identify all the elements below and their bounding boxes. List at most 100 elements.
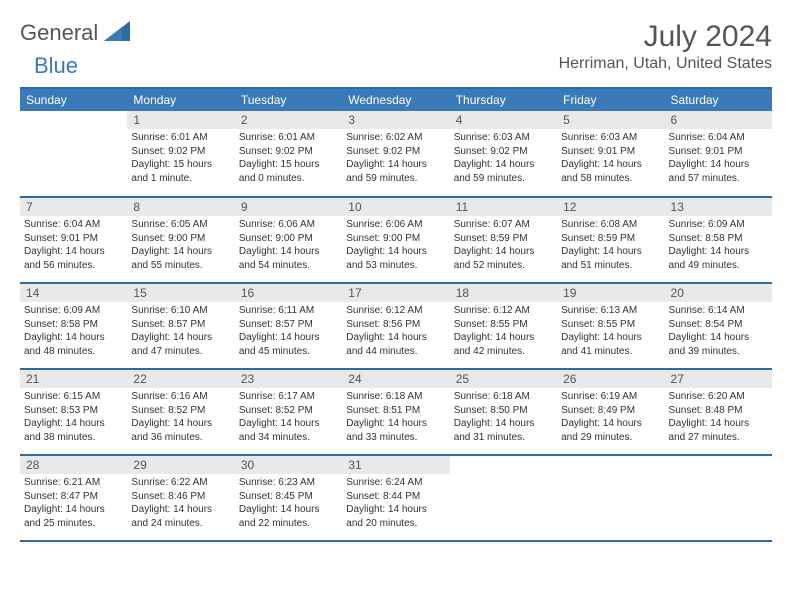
daylight-text: Daylight: 15 hours and 1 minute.	[131, 158, 230, 185]
sunset-text: Sunset: 8:59 PM	[454, 232, 553, 246]
sunrise-text: Sunrise: 6:21 AM	[24, 476, 123, 490]
day-cell: 4 Sunrise: 6:03 AMSunset: 9:02 PMDaylight…	[450, 111, 557, 197]
daylight-text: Daylight: 14 hours and 54 minutes.	[239, 245, 338, 272]
daylight-text: Daylight: 14 hours and 48 minutes.	[24, 331, 123, 358]
daylight-text: Daylight: 14 hours and 59 minutes.	[454, 158, 553, 185]
daylight-text: Daylight: 14 hours and 31 minutes.	[454, 417, 553, 444]
day-body: Sunrise: 6:12 AMSunset: 8:55 PMDaylight:…	[450, 302, 557, 360]
sunset-text: Sunset: 9:02 PM	[239, 145, 338, 159]
daylight-text: Daylight: 14 hours and 44 minutes.	[346, 331, 445, 358]
calendar-week-row: 21Sunrise: 6:15 AMSunset: 8:53 PMDayligh…	[20, 369, 772, 455]
day-cell: 24Sunrise: 6:18 AMSunset: 8:51 PMDayligh…	[342, 369, 449, 455]
day-body: Sunrise: 6:10 AMSunset: 8:57 PMDaylight:…	[127, 302, 234, 360]
day-cell: 7Sunrise: 6:04 AMSunset: 9:01 PMDaylight…	[20, 197, 127, 283]
day-number: 12	[557, 198, 664, 216]
calendar-week-row: 7Sunrise: 6:04 AMSunset: 9:01 PMDaylight…	[20, 197, 772, 283]
day-number: 8	[127, 198, 234, 216]
sunset-text: Sunset: 8:52 PM	[131, 404, 230, 418]
day-body: Sunrise: 6:04 AMSunset: 9:01 PMDaylight:…	[665, 129, 772, 187]
sunrise-text: Sunrise: 6:06 AM	[239, 218, 338, 232]
daylight-text: Daylight: 14 hours and 24 minutes.	[131, 503, 230, 530]
sunset-text: Sunset: 8:56 PM	[346, 318, 445, 332]
daylight-text: Daylight: 14 hours and 57 minutes.	[669, 158, 768, 185]
calendar-week-row: 28Sunrise: 6:21 AMSunset: 8:47 PMDayligh…	[20, 455, 772, 541]
calendar-table: SundayMondayTuesdayWednesdayThursdayFrid…	[20, 87, 772, 542]
sunrise-text: Sunrise: 6:10 AM	[131, 304, 230, 318]
day-body: Sunrise: 6:06 AMSunset: 9:00 PMDaylight:…	[342, 216, 449, 274]
sunrise-text: Sunrise: 6:20 AM	[669, 390, 768, 404]
day-body: Sunrise: 6:18 AMSunset: 8:50 PMDaylight:…	[450, 388, 557, 446]
day-cell: 20Sunrise: 6:14 AMSunset: 8:54 PMDayligh…	[665, 283, 772, 369]
day-number: 18	[450, 284, 557, 302]
sunrise-text: Sunrise: 6:18 AM	[454, 390, 553, 404]
sunrise-text: Sunrise: 6:19 AM	[561, 390, 660, 404]
sunrise-text: Sunrise: 6:01 AM	[131, 131, 230, 145]
daylight-text: Daylight: 14 hours and 20 minutes.	[346, 503, 445, 530]
sunset-text: Sunset: 9:00 PM	[239, 232, 338, 246]
day-body: Sunrise: 6:08 AMSunset: 8:59 PMDaylight:…	[557, 216, 664, 274]
calendar-week-row: 1Sunrise: 6:01 AMSunset: 9:02 PMDaylight…	[20, 111, 772, 197]
daylight-text: Daylight: 14 hours and 38 minutes.	[24, 417, 123, 444]
daylight-text: Daylight: 14 hours and 42 minutes.	[454, 331, 553, 358]
sunset-text: Sunset: 8:48 PM	[669, 404, 768, 418]
sunrise-text: Sunrise: 6:03 AM	[454, 131, 553, 145]
day-number: 21	[20, 370, 127, 388]
day-number: 24	[342, 370, 449, 388]
sunrise-text: Sunrise: 6:04 AM	[24, 218, 123, 232]
day-body: Sunrise: 6:17 AMSunset: 8:52 PMDaylight:…	[235, 388, 342, 446]
sunset-text: Sunset: 9:02 PM	[454, 145, 553, 159]
calendar-body: 1Sunrise: 6:01 AMSunset: 9:02 PMDaylight…	[20, 111, 772, 541]
day-number: 13	[665, 198, 772, 216]
day-cell	[20, 111, 127, 197]
daylight-text: Daylight: 14 hours and 59 minutes.	[346, 158, 445, 185]
day-number: 22	[127, 370, 234, 388]
day-cell: 5Sunrise: 6:03 AMSunset: 9:01 PMDaylight…	[557, 111, 664, 197]
day-header-thursday: Thursday	[450, 88, 557, 111]
day-body: Sunrise: 6:09 AMSunset: 8:58 PMDaylight:…	[665, 216, 772, 274]
logo-text-blue: Blue	[34, 53, 78, 79]
sunrise-text: Sunrise: 6:22 AM	[131, 476, 230, 490]
sunrise-text: Sunrise: 6:03 AM	[561, 131, 660, 145]
sunset-text: Sunset: 8:52 PM	[239, 404, 338, 418]
daylight-text: Daylight: 15 hours and 0 minutes.	[239, 158, 338, 185]
day-cell	[665, 455, 772, 541]
sunrise-text: Sunrise: 6:07 AM	[454, 218, 553, 232]
daylight-text: Daylight: 14 hours and 52 minutes.	[454, 245, 553, 272]
daylight-text: Daylight: 14 hours and 34 minutes.	[239, 417, 338, 444]
day-number: 30	[235, 456, 342, 474]
daylight-text: Daylight: 14 hours and 29 minutes.	[561, 417, 660, 444]
sunrise-text: Sunrise: 6:05 AM	[131, 218, 230, 232]
day-header-sunday: Sunday	[20, 88, 127, 111]
day-number: 3	[342, 111, 449, 129]
sunset-text: Sunset: 9:02 PM	[346, 145, 445, 159]
sunset-text: Sunset: 8:53 PM	[24, 404, 123, 418]
sunrise-text: Sunrise: 6:16 AM	[131, 390, 230, 404]
day-number: 14	[20, 284, 127, 302]
day-cell: 22Sunrise: 6:16 AMSunset: 8:52 PMDayligh…	[127, 369, 234, 455]
sunrise-text: Sunrise: 6:13 AM	[561, 304, 660, 318]
daylight-text: Daylight: 14 hours and 25 minutes.	[24, 503, 123, 530]
day-body: Sunrise: 6:20 AMSunset: 8:48 PMDaylight:…	[665, 388, 772, 446]
day-cell	[557, 455, 664, 541]
day-cell: 6Sunrise: 6:04 AMSunset: 9:01 PMDaylight…	[665, 111, 772, 197]
sunset-text: Sunset: 8:49 PM	[561, 404, 660, 418]
day-cell: 9Sunrise: 6:06 AMSunset: 9:00 PMDaylight…	[235, 197, 342, 283]
day-number: 4	[450, 111, 557, 129]
daylight-text: Daylight: 14 hours and 41 minutes.	[561, 331, 660, 358]
day-number: 2	[235, 111, 342, 129]
daylight-text: Daylight: 14 hours and 22 minutes.	[239, 503, 338, 530]
sunset-text: Sunset: 9:01 PM	[561, 145, 660, 159]
sunrise-text: Sunrise: 6:06 AM	[346, 218, 445, 232]
sunrise-text: Sunrise: 6:17 AM	[239, 390, 338, 404]
sunrise-text: Sunrise: 6:08 AM	[561, 218, 660, 232]
daylight-text: Daylight: 14 hours and 53 minutes.	[346, 245, 445, 272]
sunset-text: Sunset: 8:59 PM	[561, 232, 660, 246]
day-cell: 17Sunrise: 6:12 AMSunset: 8:56 PMDayligh…	[342, 283, 449, 369]
sunset-text: Sunset: 8:57 PM	[239, 318, 338, 332]
logo-text-general: General	[20, 20, 98, 46]
day-body: Sunrise: 6:07 AMSunset: 8:59 PMDaylight:…	[450, 216, 557, 274]
sunrise-text: Sunrise: 6:12 AM	[346, 304, 445, 318]
day-cell	[450, 455, 557, 541]
sunset-text: Sunset: 8:58 PM	[24, 318, 123, 332]
day-cell: 25Sunrise: 6:18 AMSunset: 8:50 PMDayligh…	[450, 369, 557, 455]
